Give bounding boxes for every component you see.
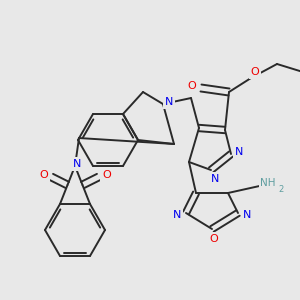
Text: O: O <box>188 81 196 91</box>
Text: N: N <box>73 159 81 169</box>
Text: N: N <box>243 210 251 220</box>
Text: O: O <box>102 170 111 180</box>
Text: NH: NH <box>260 178 276 188</box>
Text: N: N <box>173 210 181 220</box>
Text: 2: 2 <box>278 185 283 194</box>
Text: O: O <box>39 170 48 180</box>
Text: O: O <box>250 67 260 77</box>
Text: N: N <box>165 97 173 107</box>
Text: N: N <box>235 147 243 157</box>
Text: O: O <box>210 234 218 244</box>
Text: N: N <box>211 174 219 184</box>
